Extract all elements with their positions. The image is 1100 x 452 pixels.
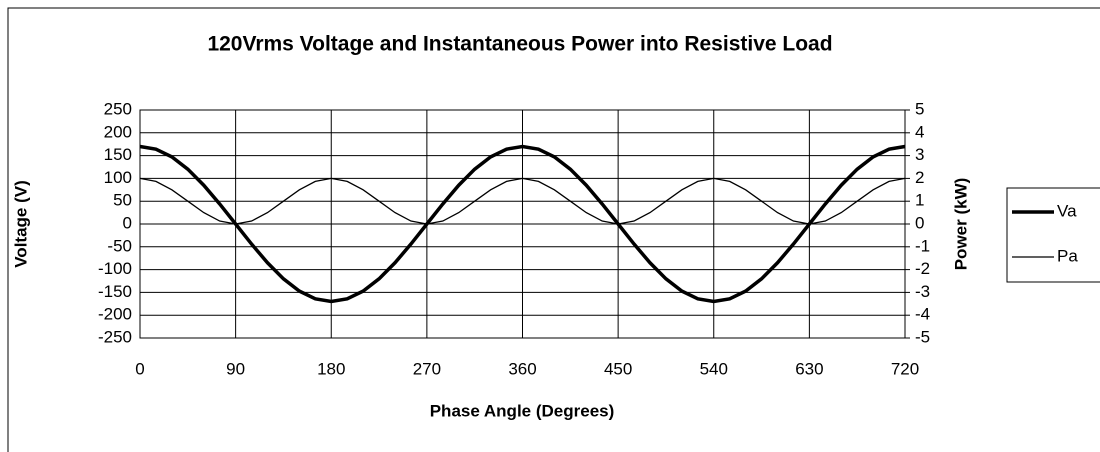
- y2-tick-label: 4: [915, 122, 924, 141]
- legend-label: Va: [1057, 201, 1077, 220]
- y-tick-label: 150: [104, 145, 132, 164]
- x-tick-label: 720: [891, 359, 919, 378]
- x-tick-label: 270: [413, 359, 441, 378]
- x-tick-label: 0: [135, 359, 144, 378]
- y2-tick-label: -5: [915, 327, 930, 346]
- legend-label: Pa: [1057, 246, 1078, 265]
- x-tick-label: 180: [317, 359, 345, 378]
- y-tick-label: -100: [98, 259, 132, 278]
- y2-axis-label: Power (kW): [951, 178, 970, 271]
- y-tick-label: -200: [98, 305, 132, 324]
- y2-tick-label: 5: [915, 99, 924, 118]
- x-tick-label: 90: [226, 359, 245, 378]
- y-axis-label: Voltage (V): [11, 180, 30, 268]
- series-line: [139, 177, 906, 225]
- y2-tick-label: 2: [915, 168, 924, 187]
- y-tick-label: 100: [104, 168, 132, 187]
- y-tick-label: 200: [104, 122, 132, 141]
- y-tick-label: -150: [98, 282, 132, 301]
- y-tick-label: -250: [98, 327, 132, 346]
- chart-title: 120Vrms Voltage and Instantaneous Power …: [207, 33, 832, 56]
- chart-border: [7, 7, 1100, 452]
- x-axis-label: Phase Angle (Degrees): [430, 401, 615, 420]
- x-tick-label: 540: [700, 359, 728, 378]
- y2-tick-label: -3: [915, 282, 930, 301]
- y2-tick-label: 0: [915, 213, 924, 232]
- series-line: [139, 144, 906, 304]
- y-tick-label: 50: [113, 191, 132, 210]
- x-tick-label: 630: [795, 359, 823, 378]
- y2-tick-label: 1: [915, 191, 924, 210]
- y-tick-label: 250: [104, 99, 132, 118]
- y-tick-label: -50: [107, 236, 132, 255]
- y2-tick-label: -4: [915, 305, 930, 324]
- y-tick-label: 0: [123, 213, 132, 232]
- y2-tick-label: 3: [915, 145, 924, 164]
- legend: [1006, 187, 1100, 283]
- x-tick-label: 360: [508, 359, 536, 378]
- plot-border: [139, 109, 906, 339]
- x-tick-label: 450: [604, 359, 632, 378]
- y2-tick-label: -2: [915, 259, 930, 278]
- y2-tick-label: -1: [915, 236, 930, 255]
